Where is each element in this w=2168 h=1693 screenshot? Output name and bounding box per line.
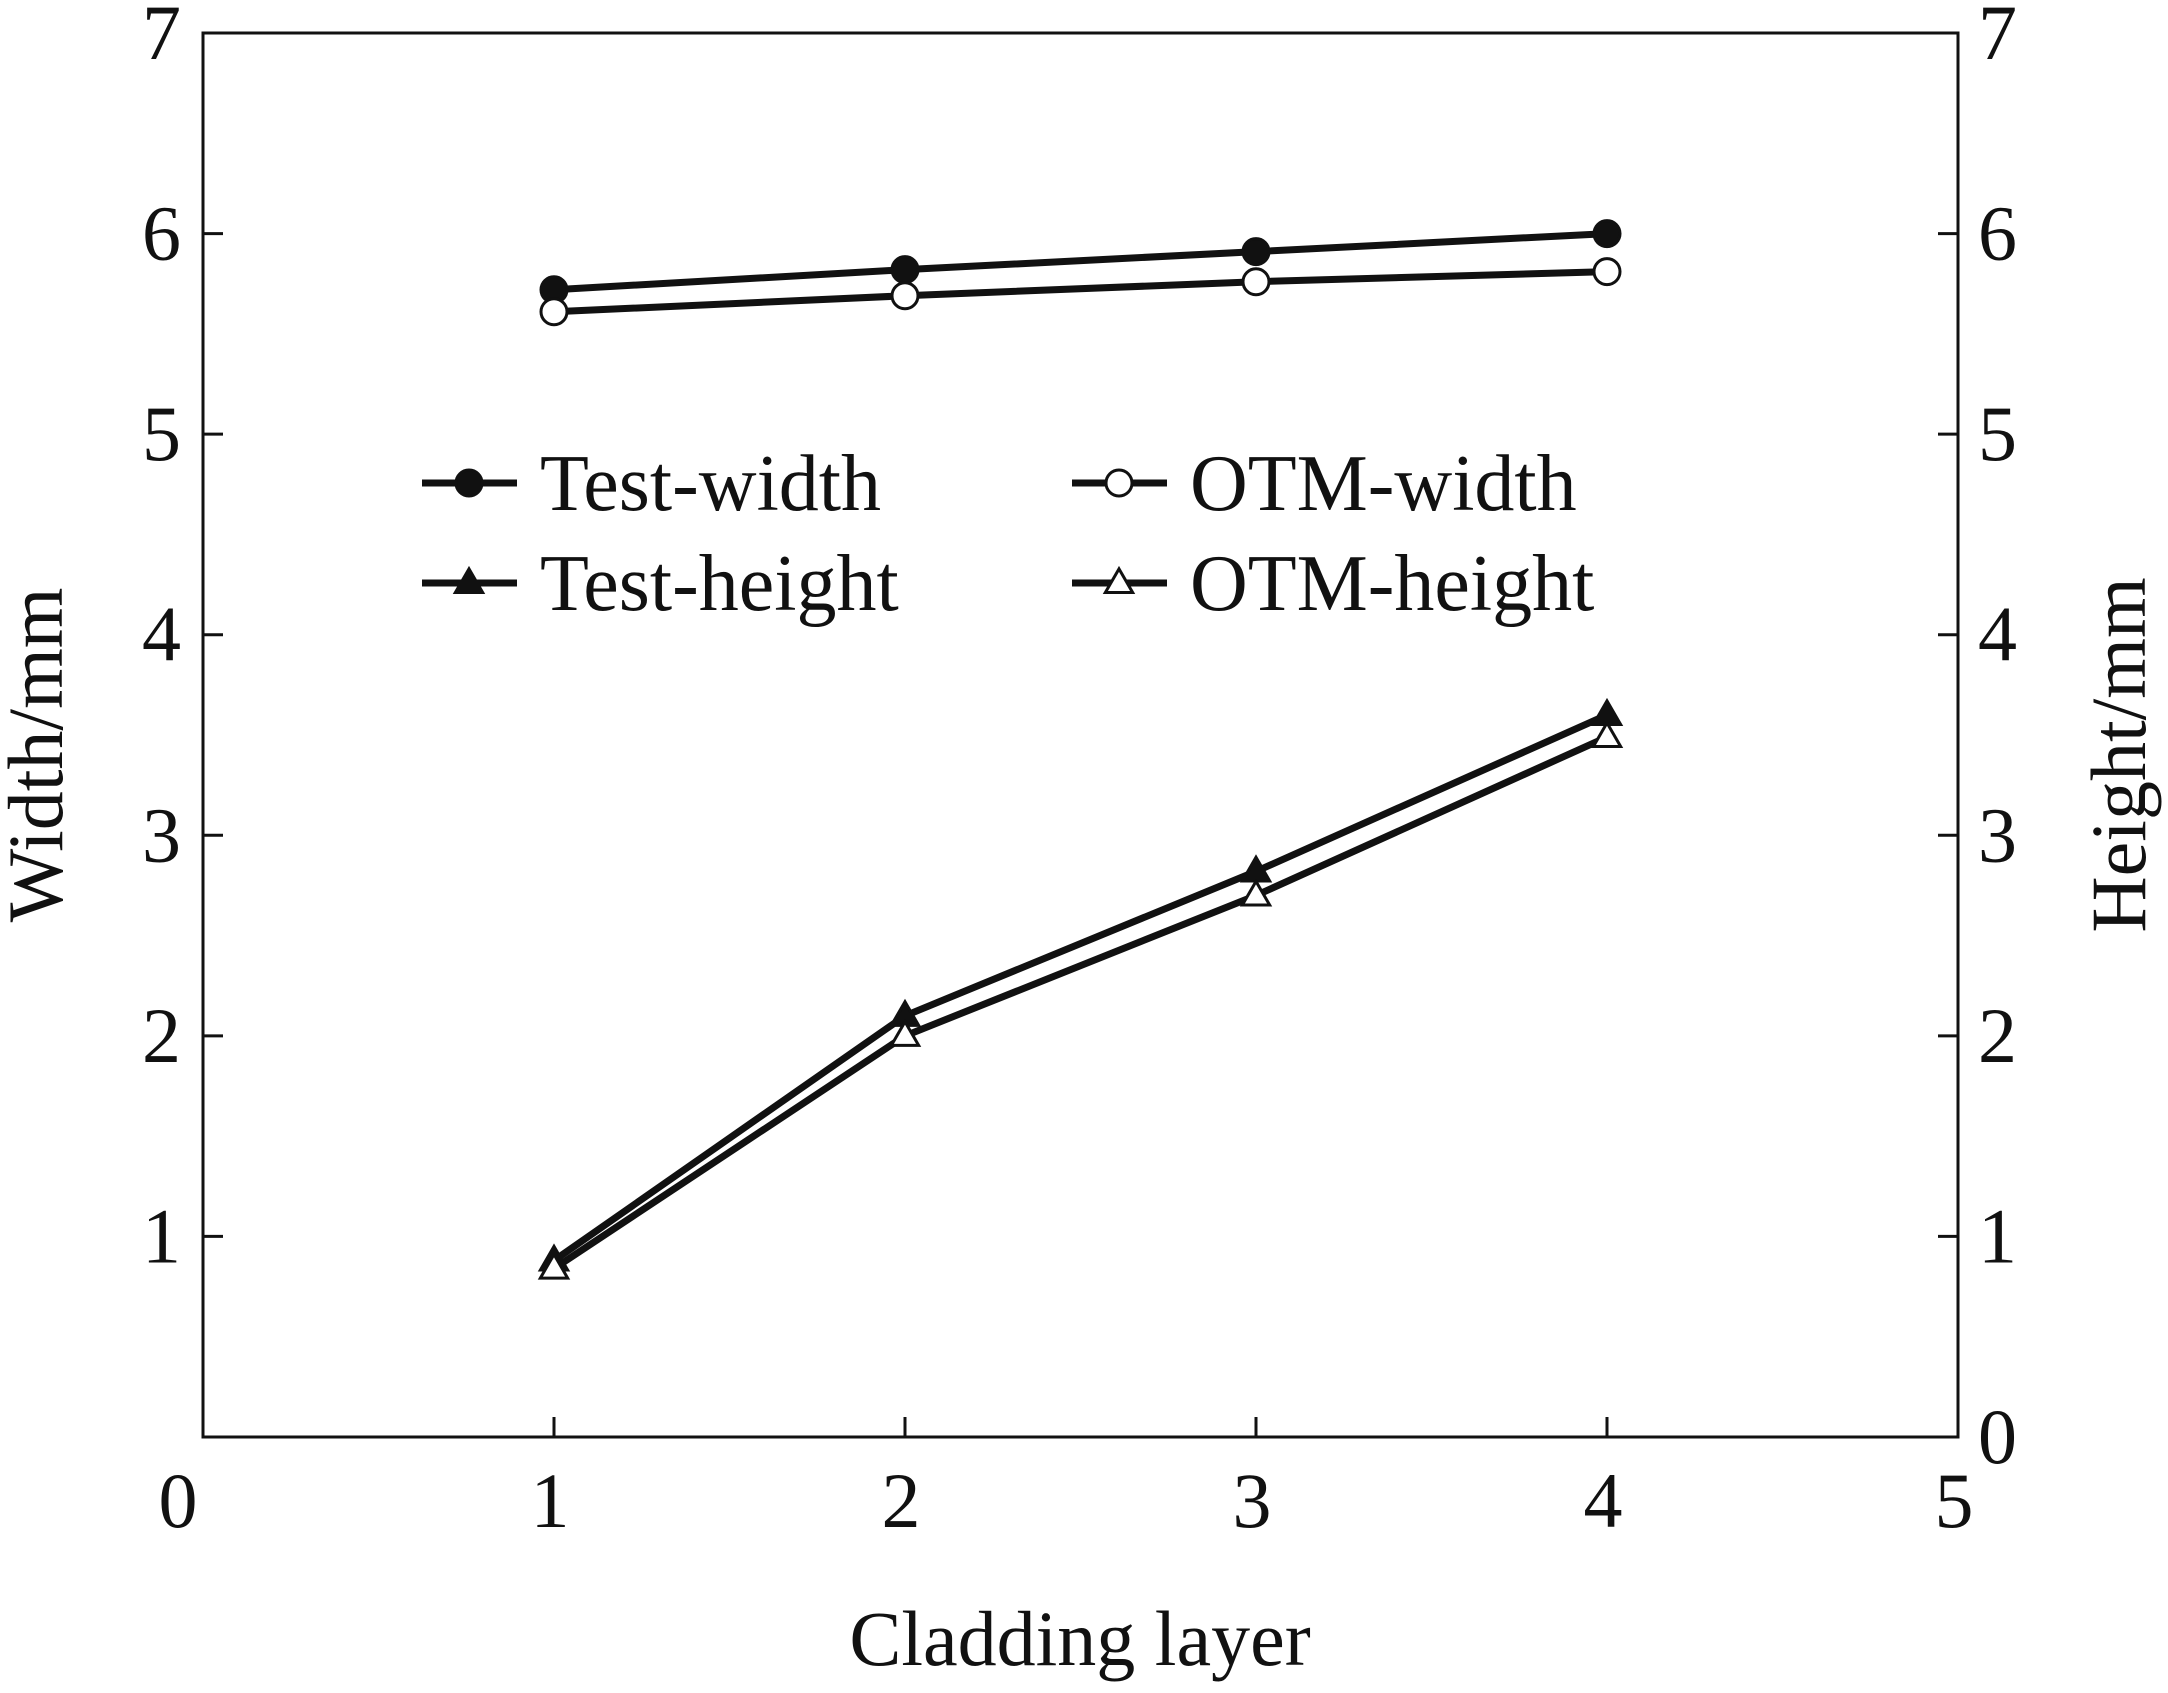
data-point-otm-width-4	[1592, 257, 1622, 287]
y-axis-title-right: Height/mm	[2075, 577, 2162, 932]
x-tick-label-2: 2	[882, 1457, 921, 1544]
y-left-tick-label-6: 6	[142, 190, 181, 277]
data-point-otm-width-3	[1241, 267, 1271, 297]
legend-item-otm-height: OTM-height	[1072, 540, 1594, 628]
x-tick-label-3: 3	[1233, 1457, 1272, 1544]
legend-item-otm-width: OTM-width	[1072, 440, 1577, 528]
legend-item-test-width: Test-width	[422, 440, 881, 528]
data-point-otm-height-1	[537, 1251, 571, 1280]
legend-label-otm-width: OTM-width	[1190, 440, 1577, 528]
legend-marker-test-height	[452, 565, 486, 595]
legend-label-otm-height: OTM-height	[1190, 540, 1594, 628]
y-right-tick-label-4: 4	[1978, 591, 2017, 678]
x-tick-label-5: 5	[1935, 1457, 1974, 1544]
series-line-otm-width	[553, 268, 1608, 316]
y-left-tick-label-5: 5	[142, 390, 181, 477]
y-left-tick-label-3: 3	[142, 791, 181, 878]
axes-layer: 0 1 2 3 4 5 1 2 3 4 5 6 7 0 1 2 3 4 5 6 7	[142, 0, 2017, 1544]
x-tick-label-0: 0	[159, 1457, 198, 1544]
series-line-test-height	[551, 711, 1609, 1264]
series-line-test-width	[553, 230, 1608, 294]
x-tick-label-4: 4	[1584, 1457, 1623, 1544]
y-left-tick-label-4: 4	[142, 591, 181, 678]
y-axis-title-left: Width/mm	[0, 588, 79, 923]
x-axis-title: Cladding layer	[849, 1595, 1310, 1682]
legend-label-test-width: Test-width	[540, 440, 881, 528]
data-point-otm-height-4	[1590, 719, 1624, 749]
y-right-tick-label-5: 5	[1978, 390, 2017, 477]
legend-marker-test-width	[454, 468, 484, 498]
legend-label-test-height: Test-height	[540, 540, 899, 628]
y-left-tick-label-2: 2	[142, 992, 181, 1079]
data-point-otm-height-3	[1239, 878, 1273, 907]
data-point-test-width-2	[890, 255, 920, 285]
legend-marker-otm-height	[1102, 565, 1136, 595]
y-right-tick-label-6: 6	[1978, 190, 2017, 277]
data-point-test-width-4	[1592, 219, 1622, 249]
y-right-tick-label-7: 7	[1978, 0, 2017, 76]
y-right-tick-label-2: 2	[1978, 992, 2017, 1079]
data-point-otm-width-1	[539, 297, 569, 327]
markers-layer	[537, 219, 1624, 1280]
y-right-tick-label-1: 1	[1978, 1192, 2017, 1279]
lines-layer	[551, 230, 1609, 1272]
y-left-tick-label-7: 7	[142, 0, 181, 76]
series-line-otm-height	[552, 733, 1609, 1272]
data-point-otm-height-2	[888, 1018, 922, 1047]
legend: Test-width OTM-width Test-height OTM-height	[422, 440, 1594, 628]
y-left-tick-label-1: 1	[142, 1192, 181, 1279]
legend-marker-otm-width	[1104, 468, 1134, 498]
y-right-tick-label-3: 3	[1978, 791, 2017, 878]
data-point-test-width-3	[1241, 237, 1271, 267]
legend-item-test-height: Test-height	[422, 540, 899, 628]
data-point-otm-width-2	[890, 281, 920, 311]
x-tick-label-1: 1	[531, 1457, 570, 1544]
plot-frame	[201, 31, 1960, 1439]
y-right-tick-label-0: 0	[1978, 1393, 2017, 1480]
